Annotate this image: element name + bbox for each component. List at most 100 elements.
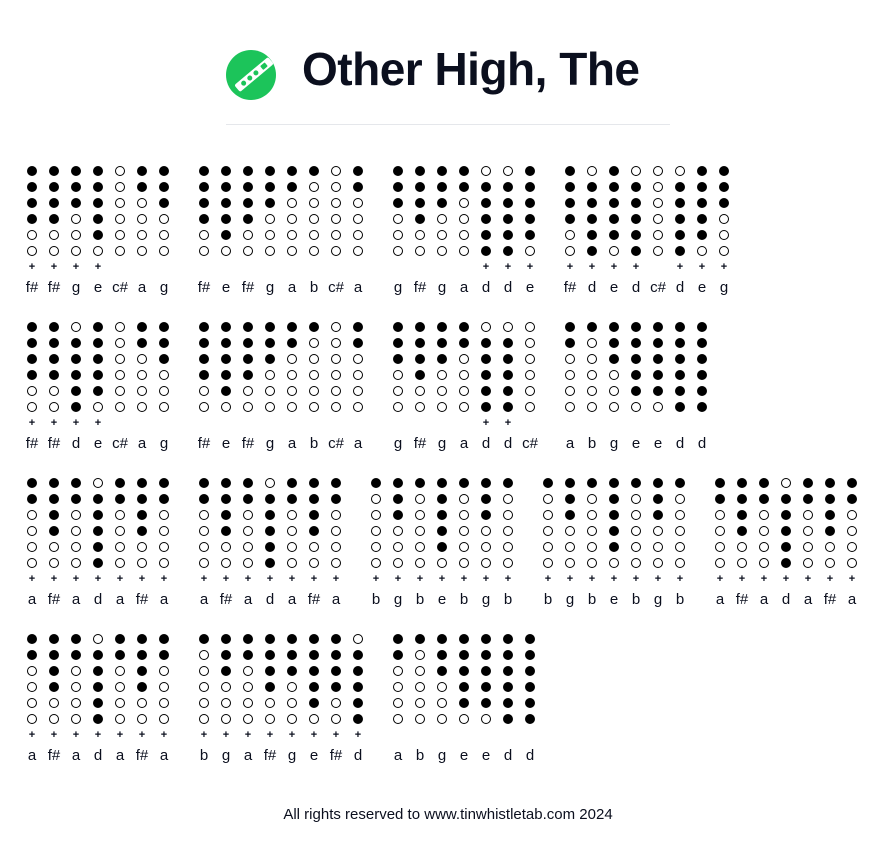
covered-hole-icon [675,322,685,332]
open-hole-icon [71,698,81,708]
note-label: d [675,435,685,452]
open-hole-icon [27,246,37,256]
note-label: d [631,279,641,296]
covered-hole-icon [737,478,747,488]
note-label: f# [823,591,837,608]
covered-hole-icon [159,354,169,364]
note-fingering: + f# [131,632,153,788]
covered-hole-icon [825,478,835,488]
covered-hole-icon [631,386,641,396]
covered-hole-icon [93,510,103,520]
note-fingering: + d [497,320,519,476]
covered-hole-icon [503,214,513,224]
note-label: a [847,591,857,608]
note-label: c# [328,435,344,452]
octave-plus-marker: + [848,573,856,585]
covered-hole-icon [631,246,641,256]
note-fingering: g [259,320,281,476]
note-fingering: + a [21,632,43,788]
note-label: c# [328,279,344,296]
open-hole-icon [631,494,641,504]
open-hole-icon [587,386,597,396]
open-hole-icon [115,230,125,240]
note-group: f# e f# g a b c# a [193,320,369,476]
covered-hole-icon [587,230,597,240]
note-label: b [543,591,553,608]
covered-hole-icon [631,338,641,348]
covered-hole-icon [437,354,447,364]
note-label: e [697,279,707,296]
open-hole-icon [415,494,425,504]
note-label: e [459,747,469,764]
open-hole-icon [565,526,575,536]
open-hole-icon [159,510,169,520]
covered-hole-icon [631,322,641,332]
note-label: g [265,279,275,296]
covered-hole-icon [243,354,253,364]
open-hole-icon [199,714,209,724]
note-label: f# [241,279,255,296]
octave-plus-marker: + [244,729,252,741]
note-fingering: e [647,320,669,476]
covered-hole-icon [697,402,707,412]
covered-hole-icon [503,402,513,412]
open-hole-icon [525,386,535,396]
note-fingering: + b [669,476,691,632]
covered-hole-icon [609,494,619,504]
note-label: f# [25,279,39,296]
note-group: + b + g + b + e + b + g + b [537,476,691,632]
covered-hole-icon [609,478,619,488]
open-hole-icon [393,682,403,692]
note-label: f# [135,591,149,608]
note-fingering: + a [109,632,131,788]
open-hole-icon [27,666,37,676]
octave-plus-marker: + [310,729,318,741]
covered-hole-icon [393,634,403,644]
note-fingering: + g [387,476,409,632]
note-label: c# [112,279,128,296]
note-fingering: + f# [43,320,65,476]
open-hole-icon [459,386,469,396]
covered-hole-icon [309,698,319,708]
octave-plus-marker: + [50,261,58,273]
covered-hole-icon [653,338,663,348]
octave-plus-marker: + [632,261,640,273]
open-hole-icon [309,338,319,348]
open-hole-icon [287,198,297,208]
open-hole-icon [587,542,597,552]
covered-hole-icon [159,322,169,332]
note-fingering: + d [475,164,497,320]
covered-hole-icon [265,682,275,692]
open-hole-icon [393,542,403,552]
open-hole-icon [353,230,363,240]
covered-hole-icon [371,478,381,488]
covered-hole-icon [265,182,275,192]
covered-hole-icon [49,214,59,224]
open-hole-icon [587,402,597,412]
open-hole-icon [737,558,747,568]
covered-hole-icon [93,214,103,224]
open-hole-icon [115,198,125,208]
open-hole-icon [331,526,341,536]
open-hole-icon [265,246,275,256]
covered-hole-icon [27,214,37,224]
covered-hole-icon [93,338,103,348]
octave-plus-marker: + [28,729,36,741]
note-label: f# [263,747,277,764]
open-hole-icon [353,246,363,256]
note-label: f# [47,591,61,608]
covered-hole-icon [653,370,663,380]
octave-plus-marker: + [116,729,124,741]
open-hole-icon [653,182,663,192]
note-label: a [159,591,169,608]
covered-hole-icon [309,650,319,660]
covered-hole-icon [781,542,791,552]
open-hole-icon [159,682,169,692]
note-fingering: + b [365,476,387,632]
note-fingering: a [559,320,581,476]
open-hole-icon [243,230,253,240]
octave-plus-marker: + [504,417,512,429]
open-hole-icon [393,246,403,256]
open-hole-icon [609,246,619,256]
